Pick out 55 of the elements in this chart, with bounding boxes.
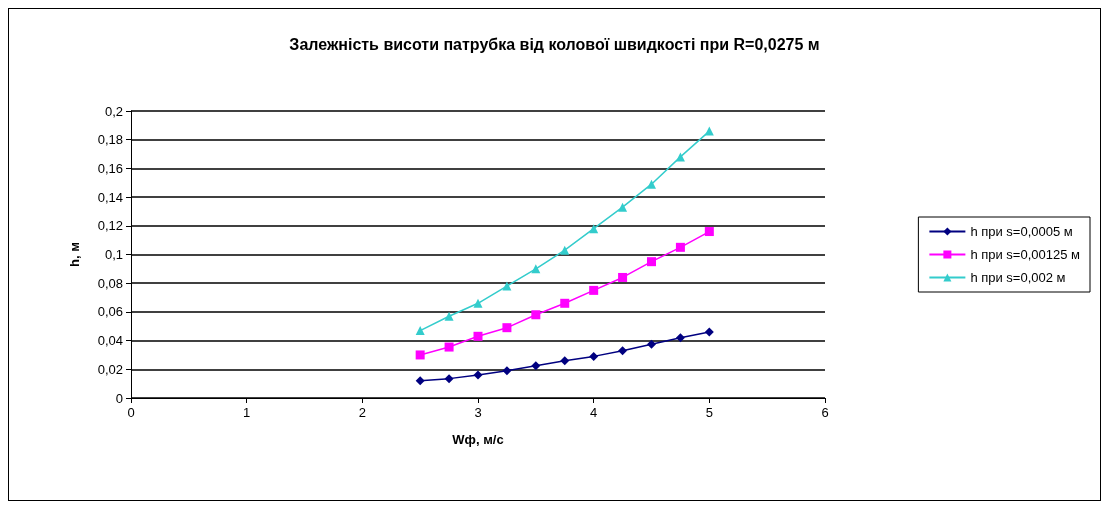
point [560, 298, 570, 308]
x-tick-label: 6 [821, 405, 829, 420]
point [473, 370, 483, 380]
y-tick-label: 0,08 [97, 275, 123, 291]
chart-title: Залежність висоти патрубка від колової швидкості при R=0,0275 м [289, 35, 820, 53]
point [647, 179, 656, 189]
y-tick-label: 0,2 [104, 103, 123, 119]
point [647, 257, 656, 267]
x-tick-label: 4 [590, 405, 598, 420]
point [618, 272, 628, 282]
point [473, 298, 483, 308]
point [675, 333, 685, 343]
x-tick-label: 1 [243, 405, 251, 420]
y-tick-label: 0,04 [97, 333, 123, 349]
point [618, 202, 628, 212]
point [415, 326, 425, 336]
point [531, 361, 541, 371]
legend-label: h при s=0,00125 м [970, 247, 1081, 262]
point [704, 126, 714, 136]
point [704, 327, 714, 337]
point [415, 376, 425, 386]
point [647, 339, 656, 349]
point [675, 242, 685, 252]
y-tick-label: 0,14 [97, 189, 123, 205]
y-axis-title: h, м [67, 242, 82, 267]
y-tick-label: 0,16 [97, 160, 123, 176]
y-tick-label: 0,1 [104, 247, 123, 262]
y-tick-label: 0,12 [97, 218, 123, 234]
point [531, 310, 541, 320]
x-tick-label: 3 [474, 405, 482, 420]
point [444, 311, 454, 321]
point [560, 245, 570, 255]
point [560, 356, 570, 366]
point [589, 351, 599, 361]
point [502, 323, 512, 333]
point [473, 331, 483, 341]
y-tick-label: 0,06 [97, 304, 123, 320]
legend-label: h при s=0,002 м [970, 270, 1066, 285]
point [502, 281, 512, 291]
point [444, 342, 454, 352]
legend-label: h при s=0,0005 м [970, 224, 1073, 239]
y-tick-label: 0,02 [97, 361, 123, 377]
point [415, 350, 425, 360]
point [704, 227, 714, 237]
point [589, 285, 599, 295]
y-tick-label: 0,18 [97, 132, 123, 148]
point [444, 374, 454, 384]
x-tick-label: 0 [127, 405, 135, 420]
x-axis-title: Wф, м/с [452, 432, 504, 447]
y-tick-label: 0 [115, 390, 123, 406]
x-tick-label: 5 [705, 405, 713, 420]
x-tick-label: 2 [358, 405, 366, 420]
point [618, 346, 628, 356]
point [502, 366, 512, 376]
point [589, 224, 599, 234]
